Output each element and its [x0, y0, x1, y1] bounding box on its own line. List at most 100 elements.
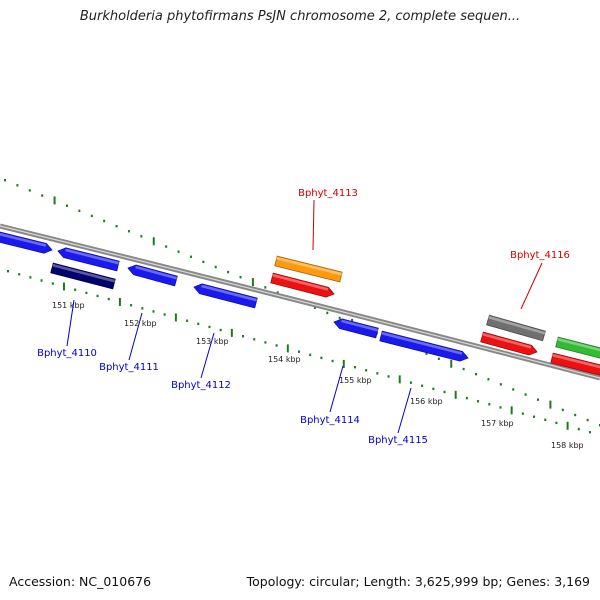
minor-tick — [141, 307, 144, 310]
major-tick — [174, 313, 177, 322]
gene-feature-red — [480, 331, 538, 356]
feature-body — [127, 264, 178, 287]
gene-feature-blue — [127, 264, 178, 287]
minor-tick — [208, 325, 211, 329]
feature-highlight — [276, 256, 343, 276]
accession-text: Accession: NC_010676 — [9, 574, 152, 589]
minor-tick — [365, 369, 368, 372]
gene-feature-gray — [486, 314, 546, 342]
feature-body — [333, 318, 379, 339]
minor-tick — [574, 413, 577, 417]
minor-tick — [219, 328, 222, 332]
minor-tick — [90, 214, 93, 218]
gene-leader-line — [397, 387, 412, 434]
minor-tick — [85, 291, 88, 295]
minor-tick — [189, 255, 192, 258]
major-tick — [62, 282, 65, 291]
minor-tick — [320, 356, 323, 360]
minor-tick — [65, 204, 68, 207]
gene-feature-blue — [193, 283, 258, 309]
gene-leader-line — [520, 262, 543, 310]
minor-tick — [537, 398, 540, 401]
major-tick — [152, 237, 155, 246]
gene-leader-line — [329, 365, 344, 413]
feature-highlight — [557, 337, 600, 353]
kbp-label: 151 kbp — [52, 301, 85, 310]
minor-tick — [465, 396, 468, 400]
minor-tick — [586, 418, 589, 422]
gene-feature-blue — [0, 230, 53, 254]
backbone-highlight — [0, 225, 600, 379]
minor-tick — [499, 406, 502, 409]
kbp-label: 156 kbp — [410, 397, 443, 406]
minor-tick — [313, 306, 316, 310]
minor-tick — [239, 275, 242, 279]
minor-tick — [338, 316, 341, 320]
minor-tick — [74, 288, 77, 291]
feature-highlight — [0, 231, 47, 247]
minor-tick — [186, 319, 189, 322]
feature-highlight — [381, 331, 463, 355]
gene-feature-blue — [57, 247, 120, 272]
inner-tick-track — [7, 270, 591, 434]
kbp-label: 153 kbp — [196, 337, 229, 346]
gene-feature-blue — [333, 318, 379, 339]
minor-tick — [127, 230, 130, 233]
gene-leader-line — [312, 199, 315, 251]
minor-tick — [214, 265, 217, 269]
minor-tick — [107, 297, 110, 301]
feature-highlight — [65, 248, 120, 265]
feature-body — [193, 283, 258, 309]
minor-tick — [425, 352, 428, 355]
major-tick — [286, 344, 289, 353]
minor-tick — [202, 260, 205, 264]
feature-highlight — [552, 353, 600, 370]
minor-tick — [78, 209, 81, 213]
minor-tick — [499, 383, 502, 386]
major-tick — [118, 297, 121, 306]
kbp-label: 158 kbp — [551, 441, 584, 450]
minor-tick — [409, 381, 412, 384]
gene-leader-line — [128, 312, 143, 361]
kbp-labels: 151 kbp 152 kbp 153 kbp 154 kbp 155 kbp 156 k… — [52, 301, 584, 450]
gene-feature-navy — [50, 262, 116, 290]
minor-tick — [40, 279, 43, 282]
minor-tick — [165, 245, 168, 248]
major-tick — [549, 400, 552, 409]
gene-leader-line — [200, 332, 215, 379]
gene-label: Bphyt_4112 — [171, 380, 231, 391]
gene-feature-red — [270, 272, 335, 298]
map-title: Burkholderia phytofirmans PsJN chromosom… — [79, 9, 521, 24]
gene-label: Bphyt_4114 — [300, 415, 360, 426]
minor-tick — [462, 367, 465, 371]
minor-tick — [163, 313, 166, 316]
minor-tick — [309, 353, 312, 356]
minor-tick — [589, 431, 591, 434]
major-tick — [454, 390, 457, 399]
minor-tick — [28, 189, 31, 192]
minor-tick — [115, 224, 118, 228]
major-tick — [342, 359, 345, 368]
minor-tick — [561, 408, 564, 412]
major-tick — [398, 375, 401, 384]
minor-tick — [152, 310, 155, 313]
feature-highlight — [135, 265, 178, 280]
kbp-label: 157 kbp — [481, 419, 514, 428]
gene-leader-line — [66, 299, 75, 347]
minor-tick — [4, 179, 6, 182]
minor-tick — [577, 427, 580, 431]
major-tick — [450, 359, 453, 368]
feature-highlight — [488, 315, 546, 335]
minor-tick — [432, 387, 435, 391]
feature-highlight — [341, 319, 379, 332]
minor-tick — [242, 335, 245, 338]
feature-body — [57, 247, 120, 272]
gene-label: Bphyt_4111 — [99, 362, 159, 373]
minor-tick — [264, 286, 267, 289]
minor-tick — [41, 194, 44, 197]
gene-feature-orange — [274, 255, 343, 283]
minor-tick — [331, 359, 334, 363]
minor-tick — [488, 403, 491, 406]
major-tick — [510, 406, 513, 415]
